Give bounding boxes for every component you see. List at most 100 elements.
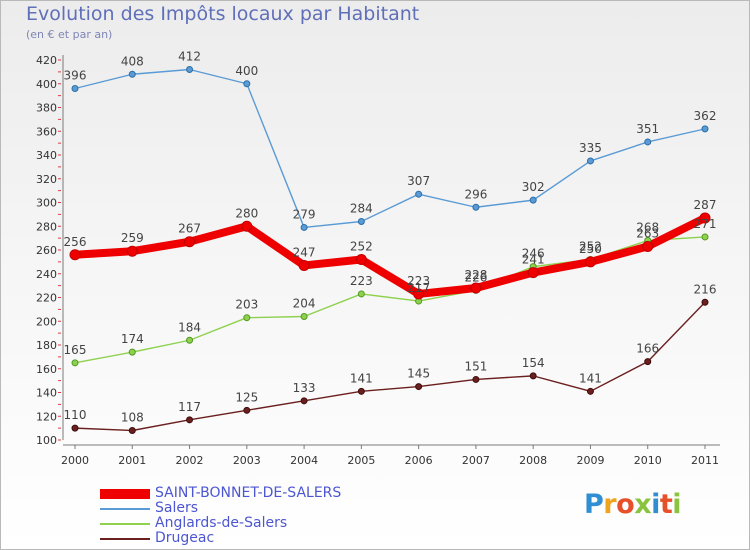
- y-tick-label: 420: [36, 54, 57, 67]
- data-label: 184: [178, 320, 201, 334]
- data-label: 302: [522, 180, 545, 194]
- data-label: 280: [235, 206, 258, 220]
- y-tick-label: 100: [36, 434, 57, 447]
- data-point: [527, 267, 539, 279]
- series-line-3: [74, 301, 706, 432]
- data-label: 125: [235, 390, 258, 404]
- x-tick-label: 2008: [519, 454, 547, 467]
- x-tick-label: 2007: [462, 454, 490, 467]
- legend-label-drugeac: Drugeac: [155, 530, 215, 546]
- data-label: 335: [579, 141, 602, 155]
- data-label: 141: [350, 371, 373, 385]
- data-label: 296: [464, 187, 487, 201]
- data-point: [701, 298, 709, 306]
- data-label: 263: [636, 226, 659, 240]
- data-label: 174: [121, 332, 144, 346]
- data-point: [298, 259, 310, 271]
- data-label: 228: [464, 268, 487, 282]
- y-tick-label: 280: [36, 220, 57, 233]
- data-label: 267: [178, 222, 201, 236]
- x-tick-label: 2002: [176, 454, 204, 467]
- data-point: [472, 375, 480, 383]
- data-point: [300, 313, 308, 320]
- y-tick-label: 240: [36, 268, 57, 281]
- data-label: 246: [522, 247, 545, 261]
- y-tick-label: 360: [36, 125, 57, 138]
- x-tick-label: 2003: [233, 454, 261, 467]
- data-label: 268: [636, 221, 659, 235]
- y-tick-label: 160: [36, 363, 57, 376]
- data-point: [584, 256, 596, 268]
- y-tick-label: 180: [36, 339, 57, 352]
- y-tick-label: 120: [36, 410, 57, 423]
- y-tick-label: 300: [36, 197, 57, 210]
- legend-label-salers: Salers: [155, 500, 199, 516]
- data-point: [128, 427, 136, 434]
- y-tick-label: 320: [36, 173, 57, 186]
- proxiti-logo: Proxiti: [584, 489, 682, 520]
- chart-title: Evolution des Impôts locaux par Habitant: [26, 3, 420, 25]
- data-point: [128, 70, 136, 78]
- data-label: 256: [64, 235, 87, 249]
- y-tick-label: 380: [36, 102, 57, 115]
- legend-swatch-anglards: [100, 523, 150, 525]
- data-point: [644, 138, 652, 146]
- data-label: 412: [178, 50, 201, 64]
- legend-label-anglards: Anglards-de-Salers: [155, 515, 288, 531]
- legend-swatch-saint-bonnet: [100, 489, 150, 499]
- data-point: [357, 218, 365, 225]
- data-point: [243, 80, 251, 88]
- data-label: 223: [407, 274, 430, 288]
- data-label: 151: [464, 359, 487, 373]
- data-label: 154: [522, 356, 545, 370]
- data-point: [71, 359, 79, 367]
- data-label: 216: [694, 282, 717, 296]
- data-point: [586, 387, 594, 395]
- data-point: [357, 290, 365, 298]
- data-point: [701, 233, 709, 241]
- y-tick-label: 140: [36, 387, 57, 400]
- data-label: 141: [579, 371, 602, 385]
- data-point: [415, 190, 423, 198]
- data-label: 271: [694, 217, 717, 231]
- data-point: [71, 424, 79, 432]
- data-label: 362: [694, 109, 717, 123]
- data-point: [472, 203, 480, 211]
- data-point: [355, 254, 367, 265]
- chart-lines: [71, 68, 709, 432]
- legend-swatch-drugeac: [100, 538, 150, 540]
- data-point: [699, 212, 711, 224]
- data-label: 108: [121, 411, 144, 425]
- data-point: [586, 157, 594, 165]
- data-label: 400: [235, 64, 258, 78]
- data-label: 408: [121, 54, 144, 68]
- y-tick-label: 200: [36, 315, 57, 328]
- data-point: [243, 314, 251, 322]
- data-label: 217: [407, 281, 430, 295]
- data-point: [300, 397, 308, 405]
- data-point: [470, 282, 482, 294]
- data-point: [184, 236, 196, 248]
- y-tick-label: 340: [36, 149, 57, 162]
- chart-data-labels: 110 108 117 125 133 141 145 151 154 141 166 216 165 1…: [64, 50, 717, 425]
- x-tick-label: 2009: [576, 454, 604, 467]
- legend-label-saint-bonnet: SAINT-BONNET-DE-SALERS: [155, 485, 342, 501]
- data-label: 241: [522, 253, 545, 267]
- series-line-0: [71, 213, 709, 298]
- data-label: 247: [293, 245, 316, 259]
- x-tick-label: 2011: [691, 454, 719, 467]
- data-label: 284: [350, 202, 373, 216]
- x-tick-label: 2000: [61, 454, 89, 467]
- data-label: 117: [178, 400, 201, 414]
- data-point: [357, 387, 365, 395]
- data-label: 351: [636, 122, 659, 136]
- data-label: 279: [293, 207, 316, 221]
- data-label: 145: [407, 367, 430, 381]
- data-point: [529, 196, 537, 204]
- data-point: [186, 66, 194, 73]
- data-point: [300, 223, 308, 231]
- data-point: [701, 125, 709, 133]
- data-point: [241, 220, 253, 232]
